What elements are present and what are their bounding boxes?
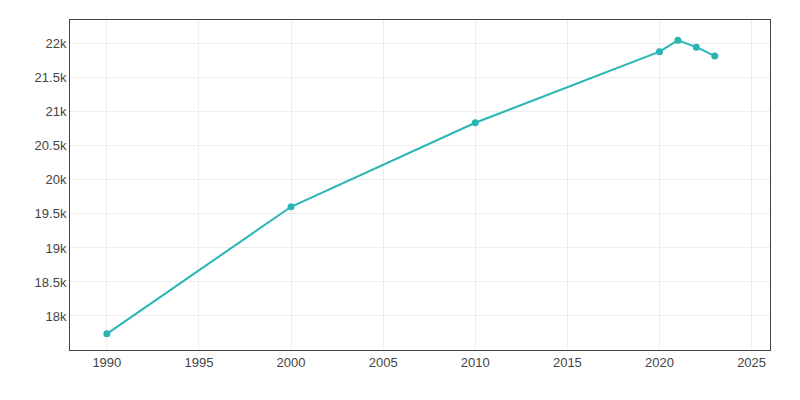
svg-text:20.5k: 20.5k: [35, 138, 67, 153]
svg-text:2020: 2020: [645, 355, 674, 370]
svg-text:2010: 2010: [461, 355, 490, 370]
svg-text:19k: 19k: [45, 240, 66, 255]
svg-text:21k: 21k: [45, 104, 66, 119]
svg-text:22k: 22k: [45, 36, 66, 51]
svg-text:19.5k: 19.5k: [35, 206, 67, 221]
svg-text:20k: 20k: [45, 172, 66, 187]
svg-text:1990: 1990: [92, 355, 121, 370]
svg-text:18k: 18k: [45, 309, 66, 324]
svg-text:2005: 2005: [369, 355, 398, 370]
svg-text:18.5k: 18.5k: [35, 275, 67, 290]
svg-text:2000: 2000: [277, 355, 306, 370]
svg-text:2015: 2015: [553, 355, 582, 370]
svg-text:1995: 1995: [184, 355, 213, 370]
svg-text:21.5k: 21.5k: [35, 70, 67, 85]
svg-text:2025: 2025: [737, 355, 766, 370]
